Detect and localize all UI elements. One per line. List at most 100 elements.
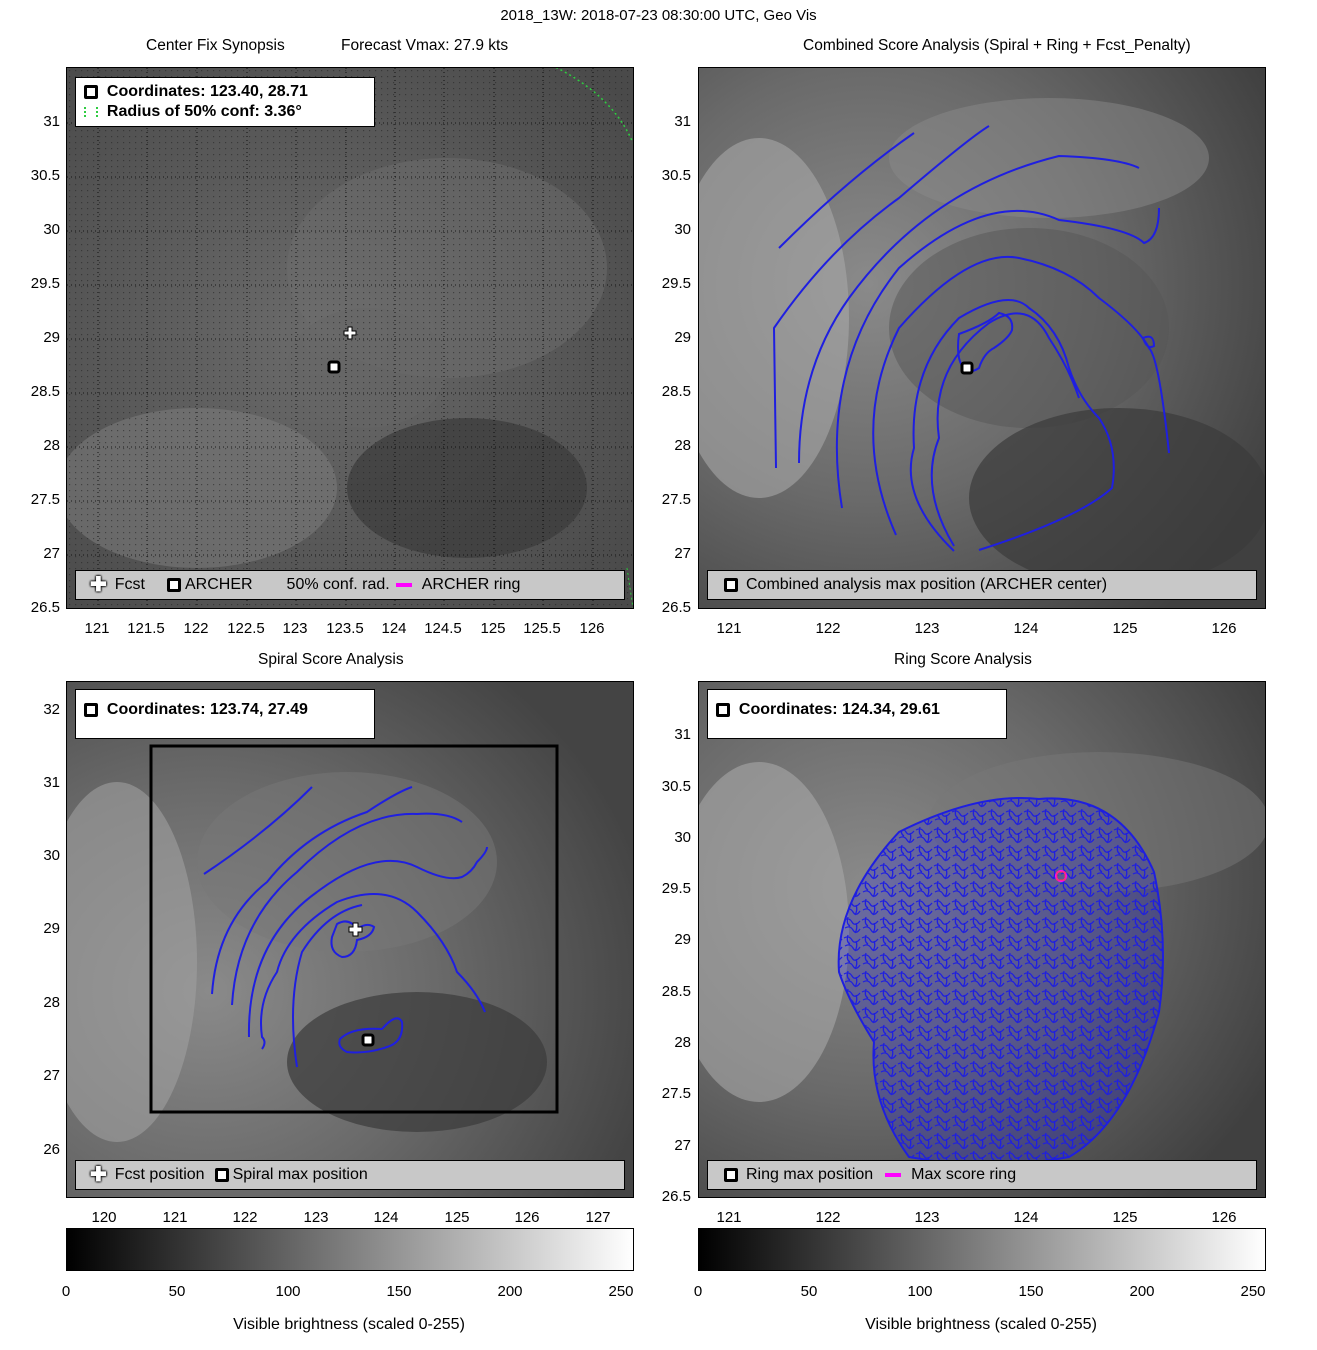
ring-square-icon xyxy=(716,702,730,717)
y-tick: 29 xyxy=(674,329,691,346)
y-tick: 27 xyxy=(674,545,691,562)
y-tick: 28 xyxy=(674,437,691,454)
spiral-square-icon xyxy=(84,702,98,717)
legend-spiral-max: Spiral max position xyxy=(232,1166,368,1183)
y-tick: 27.5 xyxy=(661,1085,691,1102)
colorbar-tick: 150 xyxy=(1018,1283,1044,1300)
y-tick: 31 xyxy=(43,774,60,791)
x-tick: 125 xyxy=(444,1209,470,1226)
ring-max-marker xyxy=(1056,871,1066,881)
colorbar-tick: 250 xyxy=(1240,1283,1266,1300)
y-tick: 30 xyxy=(674,829,691,846)
ring-title: Ring Score Analysis xyxy=(894,651,1032,668)
combined-image-panel: Combined analysis max position (ARCHER c… xyxy=(698,67,1266,609)
x-tick: 121 xyxy=(716,620,742,637)
x-tick: 127 xyxy=(585,1209,611,1226)
colorbar-label: Visible brightness (scaled 0-255) xyxy=(233,1316,465,1333)
synopsis-archer-marker xyxy=(327,360,341,374)
combined-title: Combined Score Analysis (Spiral + Ring +… xyxy=(803,37,1191,54)
x-tick: 124 xyxy=(1013,620,1039,637)
x-tick: 125 xyxy=(480,620,506,637)
synopsis-fcst-marker xyxy=(343,326,357,340)
y-tick: 32 xyxy=(43,701,60,718)
ring-dash-icon xyxy=(885,1173,902,1177)
archer-square-icon xyxy=(84,84,98,99)
y-tick: 30 xyxy=(43,847,60,864)
y-tick: 26 xyxy=(43,1141,60,1158)
colorbar-tick: 200 xyxy=(497,1283,523,1300)
y-tick: 28 xyxy=(43,437,60,454)
spiral-satellite-image xyxy=(67,682,633,1197)
y-tick: 27 xyxy=(43,545,60,562)
x-tick: 122 xyxy=(232,1209,258,1226)
combined-spiral-contours xyxy=(772,125,1170,552)
y-tick: 27 xyxy=(43,1067,60,1084)
ring-score-contours xyxy=(837,796,1164,1166)
synopsis-coordinates: Coordinates: 123.40, 28.71 xyxy=(106,83,308,100)
x-tick: 125 xyxy=(1112,1209,1138,1226)
synopsis-image-panel: Coordinates: 123.40, 28.71 Radius of 50%… xyxy=(66,67,634,609)
x-tick: 122 xyxy=(815,1209,841,1226)
x-tick: 125 xyxy=(1112,620,1138,637)
y-tick: 29.5 xyxy=(661,275,691,292)
legend-max-score-ring: Max score ring xyxy=(911,1166,1017,1183)
legend-conf-radius: 50% conf. rad. xyxy=(286,576,390,593)
colorbar-left xyxy=(66,1228,634,1271)
y-tick: 28 xyxy=(674,1034,691,1051)
spiral-coordinates: Coordinates: 123.74, 27.49 xyxy=(106,701,308,718)
y-tick: 28.5 xyxy=(661,983,691,1000)
legend-combined-max: Combined analysis max position (ARCHER c… xyxy=(746,576,1108,593)
synopsis-vmax: Forecast Vmax: 27.9 kts xyxy=(341,37,509,54)
y-tick: 26.5 xyxy=(661,1188,691,1205)
x-tick: 124.5 xyxy=(424,620,462,637)
x-tick: 124 xyxy=(373,1209,399,1226)
y-tick: 27.5 xyxy=(661,491,691,508)
spiral-search-box xyxy=(149,744,559,1114)
y-tick: 31 xyxy=(674,113,691,130)
y-tick: 29 xyxy=(674,931,691,948)
colorbar-tick: 0 xyxy=(693,1283,703,1300)
conf-radius-circle xyxy=(555,68,633,144)
y-tick: 30.5 xyxy=(661,167,691,184)
y-tick: 26.5 xyxy=(661,599,691,616)
colorbar-tick: 150 xyxy=(386,1283,412,1300)
y-tick: 28 xyxy=(43,994,60,1011)
y-tick: 29.5 xyxy=(30,275,60,292)
combined-legend: Combined analysis max position (ARCHER c… xyxy=(707,570,1257,600)
colorbar-label: Visible brightness (scaled 0-255) xyxy=(865,1316,1097,1333)
x-tick: 124 xyxy=(1013,1209,1039,1226)
synopsis-satellite-image xyxy=(67,68,633,608)
x-tick: 121 xyxy=(716,1209,742,1226)
spiral-coordinates-box: Coordinates: 123.74, 27.49 xyxy=(75,689,375,739)
combined-max-marker xyxy=(960,361,974,375)
colorbar-tick: 250 xyxy=(608,1283,634,1300)
y-tick: 29.5 xyxy=(661,880,691,897)
x-tick: 126 xyxy=(1211,620,1237,637)
legend-archer-ring: ARCHER ring xyxy=(421,576,521,593)
y-tick: 30 xyxy=(674,221,691,238)
y-tick: 30.5 xyxy=(661,778,691,795)
legend-ring-max: Ring max position xyxy=(746,1166,874,1183)
synopsis-conf-radius: Radius of 50% conf: 3.36° xyxy=(106,103,302,120)
x-tick: 121 xyxy=(84,620,110,637)
synopsis-coordinates-box: Coordinates: 123.40, 28.71 Radius of 50%… xyxy=(75,77,375,127)
y-tick: 26.5 xyxy=(30,599,60,616)
colorbar-tick: 100 xyxy=(907,1283,933,1300)
ring-coordinates-box: Coordinates: 124.34, 29.61 xyxy=(707,689,1007,739)
spiral-contours xyxy=(203,786,488,1068)
y-tick: 31 xyxy=(674,726,691,743)
y-tick: 28.5 xyxy=(30,383,60,400)
x-tick: 121.5 xyxy=(127,620,165,637)
colorbar-tick: 50 xyxy=(168,1283,186,1300)
y-tick: 29 xyxy=(43,920,60,937)
y-tick: 28.5 xyxy=(661,383,691,400)
y-tick: 27 xyxy=(674,1137,691,1154)
conf-radius-icon xyxy=(84,106,98,117)
ring-dash-icon xyxy=(395,583,412,587)
synopsis-legend: ✚ Fcst ARCHER 50% conf. rad. ARCHER ring xyxy=(75,570,625,600)
x-tick: 125.5 xyxy=(523,620,561,637)
combined-satellite-image xyxy=(699,68,1265,608)
spiral-square-icon xyxy=(214,1168,229,1182)
ring-square-icon xyxy=(724,1168,738,1182)
x-tick: 123 xyxy=(914,620,940,637)
